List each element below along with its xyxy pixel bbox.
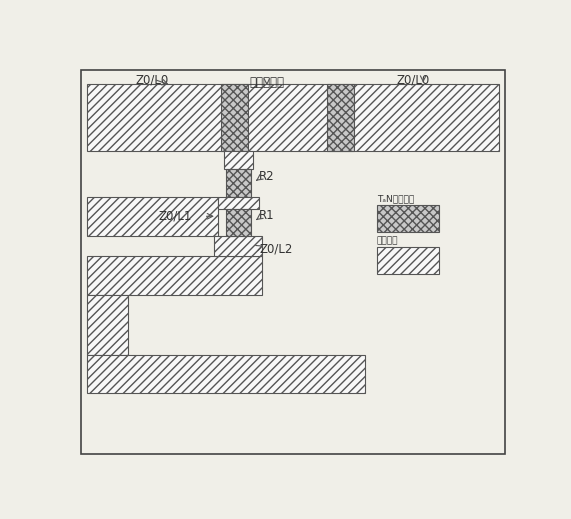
Bar [222, 84, 248, 151]
Bar [377, 204, 439, 231]
Bar [218, 197, 259, 209]
Text: 氮化镁基片: 氮化镁基片 [250, 76, 284, 89]
Bar [215, 236, 262, 256]
Bar [87, 256, 262, 295]
Bar [87, 84, 498, 151]
Bar [224, 151, 253, 169]
Text: Z0/L0: Z0/L0 [396, 74, 429, 87]
Text: Z0/L0: Z0/L0 [136, 74, 169, 87]
Bar [87, 197, 218, 236]
Bar [226, 169, 251, 197]
Bar [87, 295, 128, 355]
Text: Z0/L1: Z0/L1 [159, 210, 192, 223]
Text: R1: R1 [259, 209, 275, 222]
Text: 镶金薄膜: 镶金薄膜 [377, 237, 399, 245]
Bar [226, 209, 251, 236]
Text: TₐN薄膜电阻: TₐN薄膜电阻 [377, 194, 414, 203]
Bar [327, 84, 354, 151]
Bar [87, 355, 365, 393]
Text: R2: R2 [259, 170, 275, 183]
Bar [377, 247, 439, 274]
Text: Z0/L2: Z0/L2 [259, 243, 292, 256]
